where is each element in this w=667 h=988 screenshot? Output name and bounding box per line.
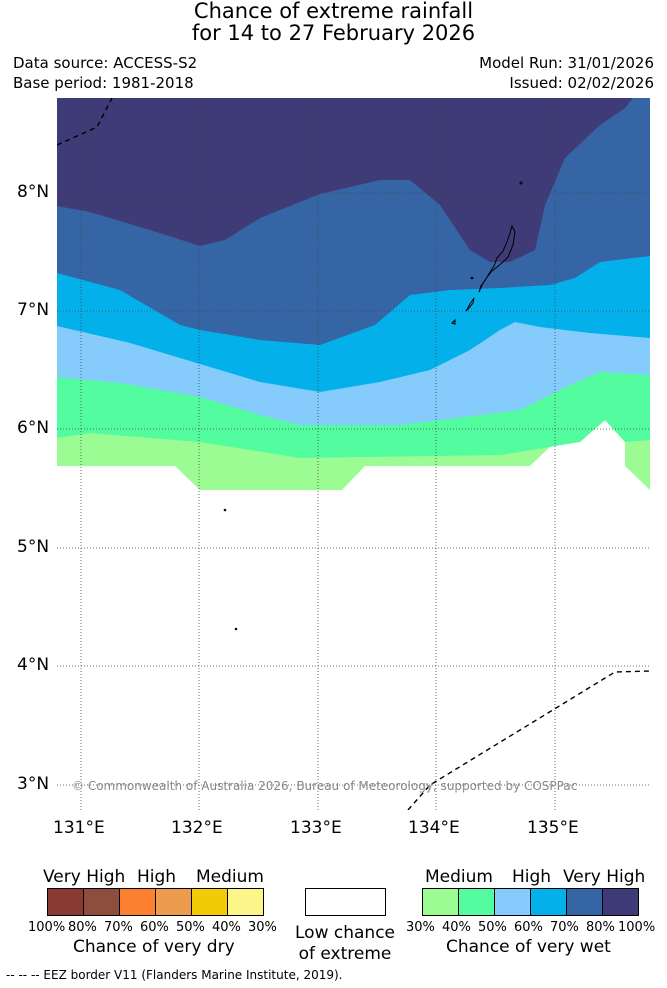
band-wet-80-100 xyxy=(57,98,633,262)
palau-islands xyxy=(223,181,523,631)
wet-colorbar xyxy=(422,888,639,916)
wet-pct-60: 60% xyxy=(514,920,543,935)
wet-legend-title: Chance of very wet xyxy=(446,937,611,957)
low-chance-swatch xyxy=(305,888,386,916)
dry-pct-60: 60% xyxy=(140,920,169,935)
lat-label-3n: 3°N xyxy=(17,774,50,794)
wet-swatch-60-70 xyxy=(531,889,567,915)
lon-label-133e: 133°E xyxy=(290,818,342,838)
wet-swatch-50-60 xyxy=(495,889,531,915)
wet-swatch-80-100 xyxy=(603,889,638,915)
dry-category-very-high: Very High xyxy=(43,867,126,887)
lat-label-4n: 4°N xyxy=(17,655,50,675)
wet-pct-70: 70% xyxy=(550,920,579,935)
eez-border-footnote: -- -- -- EEZ border V11 (Flanders Marine… xyxy=(6,968,343,982)
wet-pct-40: 40% xyxy=(442,920,471,935)
dry-pct-80: 80% xyxy=(68,920,97,935)
wet-pct-50: 50% xyxy=(478,920,507,935)
dry-pct-50: 50% xyxy=(176,920,205,935)
dry-swatch-80-70 xyxy=(84,889,120,915)
dry-swatch-70-60 xyxy=(120,889,156,915)
dry-pct-70: 70% xyxy=(104,920,133,935)
map-title-line-2: for 14 to 27 February 2026 xyxy=(191,21,476,45)
low-chance-label-line-2: of extreme xyxy=(298,944,392,964)
wet-category-medium: Medium xyxy=(425,867,493,887)
dry-pct-30: 30% xyxy=(248,920,277,935)
wet-category-high: High xyxy=(512,867,552,887)
eez-border xyxy=(57,98,650,810)
rainfall-probability-contours xyxy=(57,98,650,490)
data-source: Data source: ACCESS-S2 xyxy=(13,54,198,72)
wet-swatch-40-50 xyxy=(459,889,495,915)
wet-pct-30: 30% xyxy=(406,920,435,935)
dry-swatch-40-30 xyxy=(228,889,263,915)
issued-date: Issued: 02/02/2026 xyxy=(509,74,654,92)
lat-label-5n: 5°N xyxy=(17,537,50,557)
wet-swatch-70-80 xyxy=(567,889,603,915)
model-run: Model Run: 31/01/2026 xyxy=(479,54,654,72)
lon-label-132e: 132°E xyxy=(171,818,223,838)
dry-swatch-50-40 xyxy=(192,889,228,915)
wet-swatch-30-40 xyxy=(423,889,459,915)
lat-label-7n: 7°N xyxy=(17,300,50,320)
map-title-line-1: Chance of extreme rainfall xyxy=(193,0,474,23)
lon-label-135e: 135°E xyxy=(527,818,579,838)
copyright-notice: © Commonwealth of Australia 2026, Bureau… xyxy=(72,779,578,793)
base-period: Base period: 1981-2018 xyxy=(13,74,194,92)
map-panel xyxy=(57,98,650,810)
low-chance-label-line-1: Low chance xyxy=(295,923,395,943)
lon-label-134e: 134°E xyxy=(408,818,460,838)
lon-label-131e: 131°E xyxy=(53,818,105,838)
dry-legend-title: Chance of very dry xyxy=(73,937,235,957)
dry-colorbar xyxy=(47,888,264,916)
dry-category-medium: Medium xyxy=(196,867,264,887)
wet-category-very-high: Very High xyxy=(563,867,646,887)
wet-pct-80: 80% xyxy=(586,920,615,935)
dry-pct-40: 40% xyxy=(212,920,241,935)
dry-swatch-60-50 xyxy=(156,889,192,915)
wet-pct-100: 100% xyxy=(618,920,656,935)
lat-label-6n: 6°N xyxy=(17,418,50,438)
dry-swatch-100-80 xyxy=(48,889,84,915)
lat-label-8n: 8°N xyxy=(17,182,50,202)
dry-category-high: High xyxy=(137,867,177,887)
dry-pct-100: 100% xyxy=(28,920,66,935)
